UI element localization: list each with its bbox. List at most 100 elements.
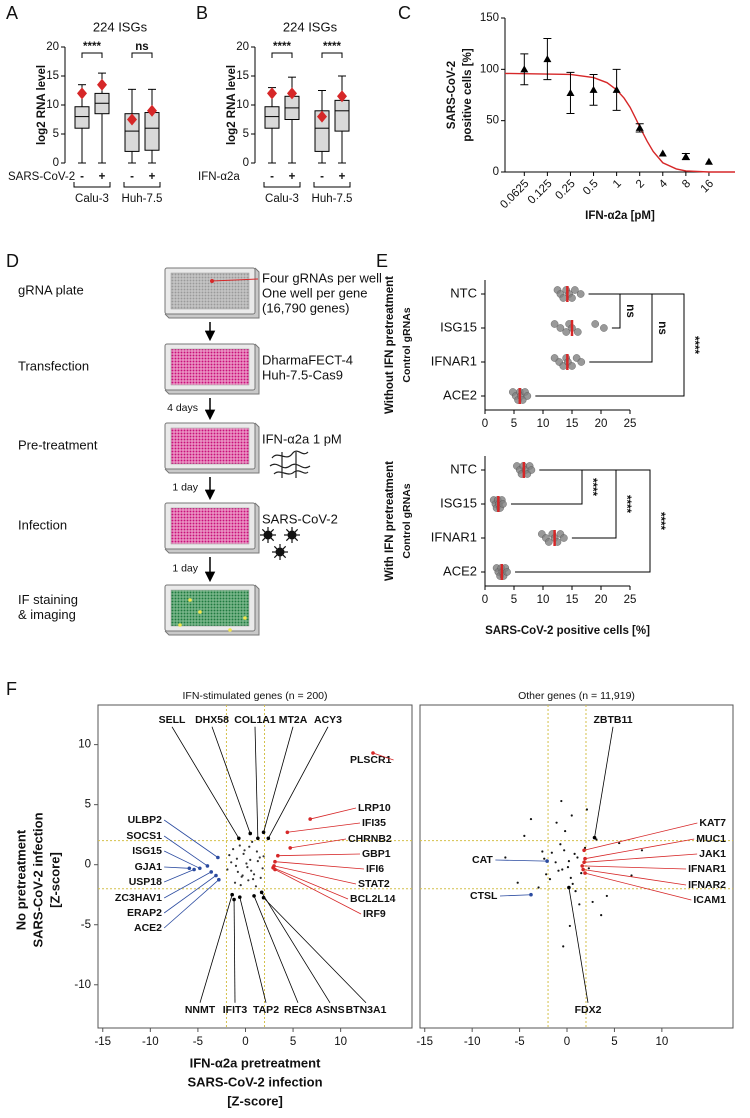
step-detail: (16,790 genes) [262,300,349,315]
y-axis-label: SARS-CoV-2 infection [30,812,45,947]
y-tick-label: 0 [243,157,249,169]
data-point [529,817,533,821]
y-axis-sublabel: Control gRNAs [401,307,413,382]
x-tick-label: 0 [564,1036,570,1048]
labeled-point [198,866,202,871]
y-axis-label: SARS-CoV-2 [446,61,458,129]
data-point [523,834,526,837]
gene-label: IRF9 [363,908,386,920]
data-point [261,867,264,870]
label-connector [163,875,217,914]
label-connector [584,838,695,860]
data-point [600,324,608,332]
plate-wells [170,348,250,386]
panel-label: D [6,251,19,271]
interval-label: 1 day [172,562,198,574]
data-point [559,843,562,846]
step-detail: SARS-CoV-2 [262,511,338,526]
panel-label: A [6,3,18,23]
gene-label: ULBP2 [128,814,163,826]
data-point [554,861,557,864]
gene-label: DHX58 [195,714,229,726]
labeled-point [205,864,210,868]
data-point [605,894,608,898]
mean-marker [267,87,277,100]
gene-label: NNMT [185,1004,216,1016]
x-tick-label: + [289,171,296,183]
labeled-point [214,873,218,878]
gene-label: COL1A1 [234,714,276,726]
decoration [243,616,247,620]
x-tick-label: - [80,171,84,183]
label-connector [163,869,195,883]
x-tick-label: 0.5 [581,178,601,198]
data-point [578,903,581,906]
plate-wells [170,427,250,465]
data-point [228,853,231,857]
data-point [232,847,235,851]
decoration [198,610,202,614]
gene-label: ACY3 [314,714,342,726]
data-point [564,829,567,833]
treatment-label: IFN-α2a [198,171,240,183]
data-point [252,873,256,876]
data-point [571,882,574,886]
group-bracket [263,182,301,188]
data-point [569,876,572,880]
x-tick-label: 20 [595,594,608,606]
label-connector [261,892,331,1003]
labeled-point [230,892,234,897]
y-tick-label: 10 [78,739,91,751]
label-connector [584,872,692,901]
label-connector [163,819,219,858]
data-point [576,290,585,298]
label-connector [163,835,208,867]
label-connector [277,853,361,857]
label-connector [263,897,367,1004]
decoration [188,598,192,602]
data-point [545,538,553,546]
step-detail: One well per gene [262,285,368,300]
y-axis-label: log2 RNA level [226,65,238,145]
labeled-point [580,864,584,868]
significance-label: **** [688,336,700,354]
x-tick-label: 5 [611,1036,617,1048]
y-tick-label: 0 [85,859,91,871]
label-connector [583,869,687,886]
label-connector [239,897,267,1003]
x-tick-label: -5 [514,1036,524,1048]
significance-bracket [515,469,651,573]
data-point [262,855,265,858]
labeled-point [248,831,253,836]
y-tick-label: NTC [450,285,477,300]
x-tick-label: -15 [416,1036,433,1048]
x-tick-label: + [149,171,156,183]
data-point [568,294,576,302]
label-connector [211,726,251,834]
labeled-point [545,859,549,863]
group-label: Huh-7.5 [122,193,163,205]
data-point [503,568,511,576]
interval-label: 4 days [167,402,198,414]
data-point [570,814,573,817]
gene-label: BCL2L14 [350,893,396,905]
labeled-point [237,836,241,841]
labeled-point [581,867,585,872]
x-tick-label: + [99,171,106,183]
label-connector [274,869,362,915]
data-point [562,328,571,336]
panel-label: F [6,679,17,699]
decoration [282,554,287,559]
x-axis-label: IFN-α2a pretreatment [190,1055,321,1070]
mean-marker [287,87,297,100]
significance-bracket [81,52,103,58]
labeled-point [567,885,571,890]
data-point [591,900,594,904]
mean-marker [127,113,137,126]
data-point [550,851,553,854]
data-point [537,886,540,889]
decoration [269,450,311,478]
labeled-point [592,835,597,840]
decoration [228,628,232,632]
gene-label: CHRNB2 [348,833,392,845]
